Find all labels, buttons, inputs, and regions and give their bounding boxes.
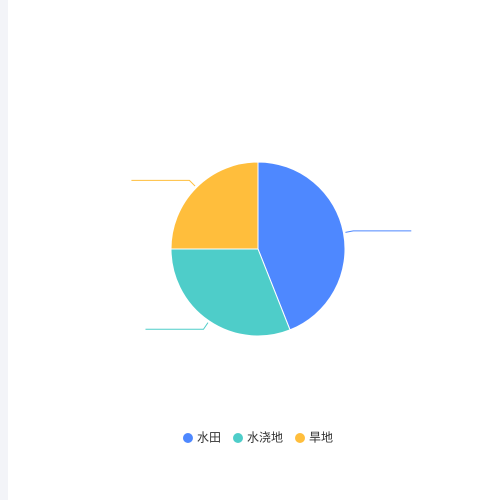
legend-marker[interactable] <box>295 433 306 443</box>
side-strip <box>0 0 8 500</box>
legend-marker[interactable] <box>232 433 243 443</box>
leader-line <box>345 230 412 233</box>
legend-label[interactable]: 水田 <box>197 431 221 445</box>
legend: 水田 水浇地 旱地 <box>182 431 333 445</box>
legend-label[interactable]: 旱地 <box>309 431 333 445</box>
pie-slice <box>170 161 259 250</box>
legend-marker[interactable] <box>182 433 193 443</box>
leader-line <box>131 179 196 187</box>
leader-line <box>145 322 209 330</box>
legend-label[interactable]: 水浇地 <box>247 431 283 445</box>
pie-slice <box>170 248 291 337</box>
pie-slice <box>257 161 346 331</box>
